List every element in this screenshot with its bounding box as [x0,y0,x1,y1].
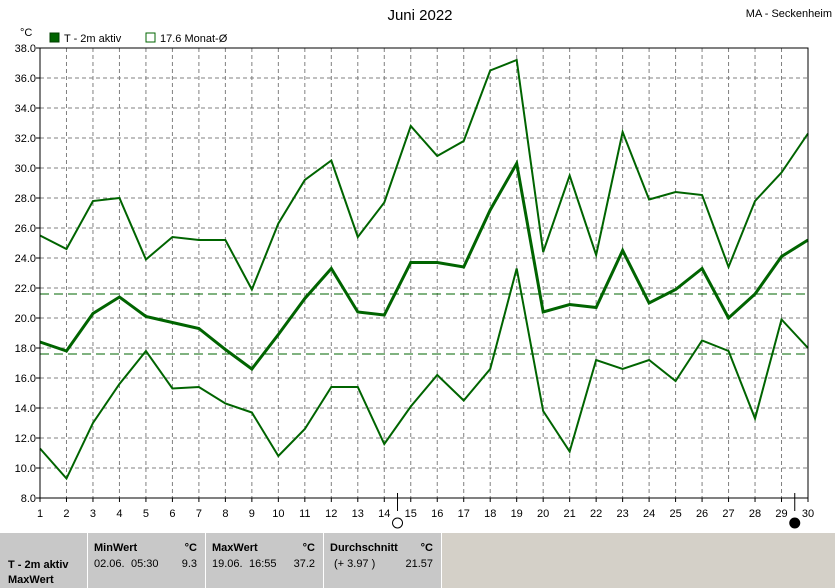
y-tick-label: 26.0 [15,223,36,235]
x-axis-ticks: 1 2 3 4 5 6 7 8 9 10 11 12 13 14 15 16 17 18 19 20 21 22 23 24 2… [37,498,814,520]
moon-phase-markers [392,493,801,529]
x-tick-label: 14 [378,508,390,520]
series-line-min [39,268,809,481]
max-unit: °C [302,542,315,554]
x-tick-label: 20 [537,508,549,520]
footer-cell-max: MaxWert °C 19.06. 16:55 37.2 [206,533,324,588]
series-line-max [39,58,809,292]
x-tick-label: 6 [169,508,175,520]
y-tick-label: 22.0 [15,283,36,295]
min-value: 9.3 [181,558,197,570]
x-tick-label: 7 [196,508,202,520]
y-tick-label: 18.0 [15,343,36,355]
y-tick-label: 14.0 [15,403,36,415]
series-lines [39,58,809,481]
chart-title: Juni 2022 [387,7,452,24]
x-tick-label: 25 [669,508,681,520]
temperature-chart: Juni 2022 MA - Seckenheim °C T - 2m akti… [15,7,832,529]
footer-cell-min: MinWert °C 02.06. 05:30 9.3 [88,533,206,588]
legend-label-temperature: T - 2m aktiv [64,33,122,45]
x-tick-label: 13 [352,508,364,520]
legend-label-monthly-mean: 17.6 Monat-Ø [160,33,228,45]
x-tick-label: 8 [222,508,228,520]
plot-frame [39,47,809,499]
y-unit-label: °C [20,27,32,39]
max-header: MaxWert [212,542,258,554]
footer-cell-average: Durchschnitt °C (+ 3.97 ) 21.57 [324,533,442,588]
avg-unit: °C [420,542,433,554]
avg-value: 21.57 [405,558,433,570]
y-tick-label: 10.0 [15,463,36,475]
y-tick-label: 30.0 [15,163,36,175]
legend-swatch-temperature [49,32,60,43]
x-tick-label: 24 [643,508,655,520]
plot-grid [40,48,808,498]
y-tick-label: 34.0 [15,103,36,115]
x-tick-label: 9 [249,508,255,520]
y-tick-label: 8.0 [21,493,36,505]
full-moon-icon [392,517,404,529]
legend-swatch-monthly-mean [145,32,156,43]
y-tick-label: 24.0 [15,253,36,265]
statistics-footer: T - 2m aktiv MaxWert MinWert °C 02.06. 0… [0,533,835,588]
y-tick-label: 16.0 [15,373,36,385]
y-tick-label: 38.0 [15,43,36,55]
x-tick-label: 27 [722,508,734,520]
min-date: 02.06. [94,558,125,570]
x-tick-label: 19 [511,508,523,520]
x-tick-label: 3 [90,508,96,520]
legend: T - 2m aktiv 17.6 Monat-Ø [49,32,228,45]
y-tick-label: 20.0 [15,313,36,325]
x-tick-label: 17 [458,508,470,520]
x-tick-label: 26 [696,508,708,520]
max-time: 16:55 [249,558,277,570]
x-tick-label: 23 [616,508,628,520]
min-header: MinWert [94,542,138,554]
footer-cell-label: T - 2m aktiv MaxWert [0,533,88,588]
x-tick-label: 21 [564,508,576,520]
x-tick-label: 28 [749,508,761,520]
x-tick-label: 1 [37,508,43,520]
min-time: 05:30 [131,558,159,570]
x-tick-label: 4 [116,508,122,520]
y-tick-label: 28.0 [15,193,36,205]
station-name: MA - Seckenheim [746,8,832,20]
x-tick-label: 5 [143,508,149,520]
x-tick-label: 18 [484,508,496,520]
y-tick-label: 12.0 [15,433,36,445]
x-tick-label: 2 [63,508,69,520]
x-tick-label: 15 [405,508,417,520]
footer-row-label: MaxWert [8,574,54,586]
max-date: 19.06. [212,558,243,570]
x-tick-label: 11 [299,508,310,520]
x-tick-label: 29 [775,508,787,520]
new-moon-icon [789,517,801,529]
x-tick-label: 10 [272,508,284,520]
avg-diff: (+ 3.97 ) [334,558,376,570]
min-unit: °C [184,542,197,554]
reference-lines [40,293,808,355]
y-axis-ticks: 8.0 10.0 12.0 14.0 16.0 18.0 20.0 22.0 24.0 26.0 2… [15,43,40,505]
avg-header: Durchschnitt [330,542,398,554]
y-tick-label: 32.0 [15,133,36,145]
max-value: 37.2 [293,558,315,570]
y-tick-label: 36.0 [15,73,36,85]
x-tick-label: 12 [325,508,337,520]
series-line-mean [39,159,809,372]
x-tick-label: 22 [590,508,602,520]
footer-series-label: T - 2m aktiv [8,559,69,571]
x-tick-label: 30 [802,508,814,520]
x-tick-label: 16 [431,508,443,520]
